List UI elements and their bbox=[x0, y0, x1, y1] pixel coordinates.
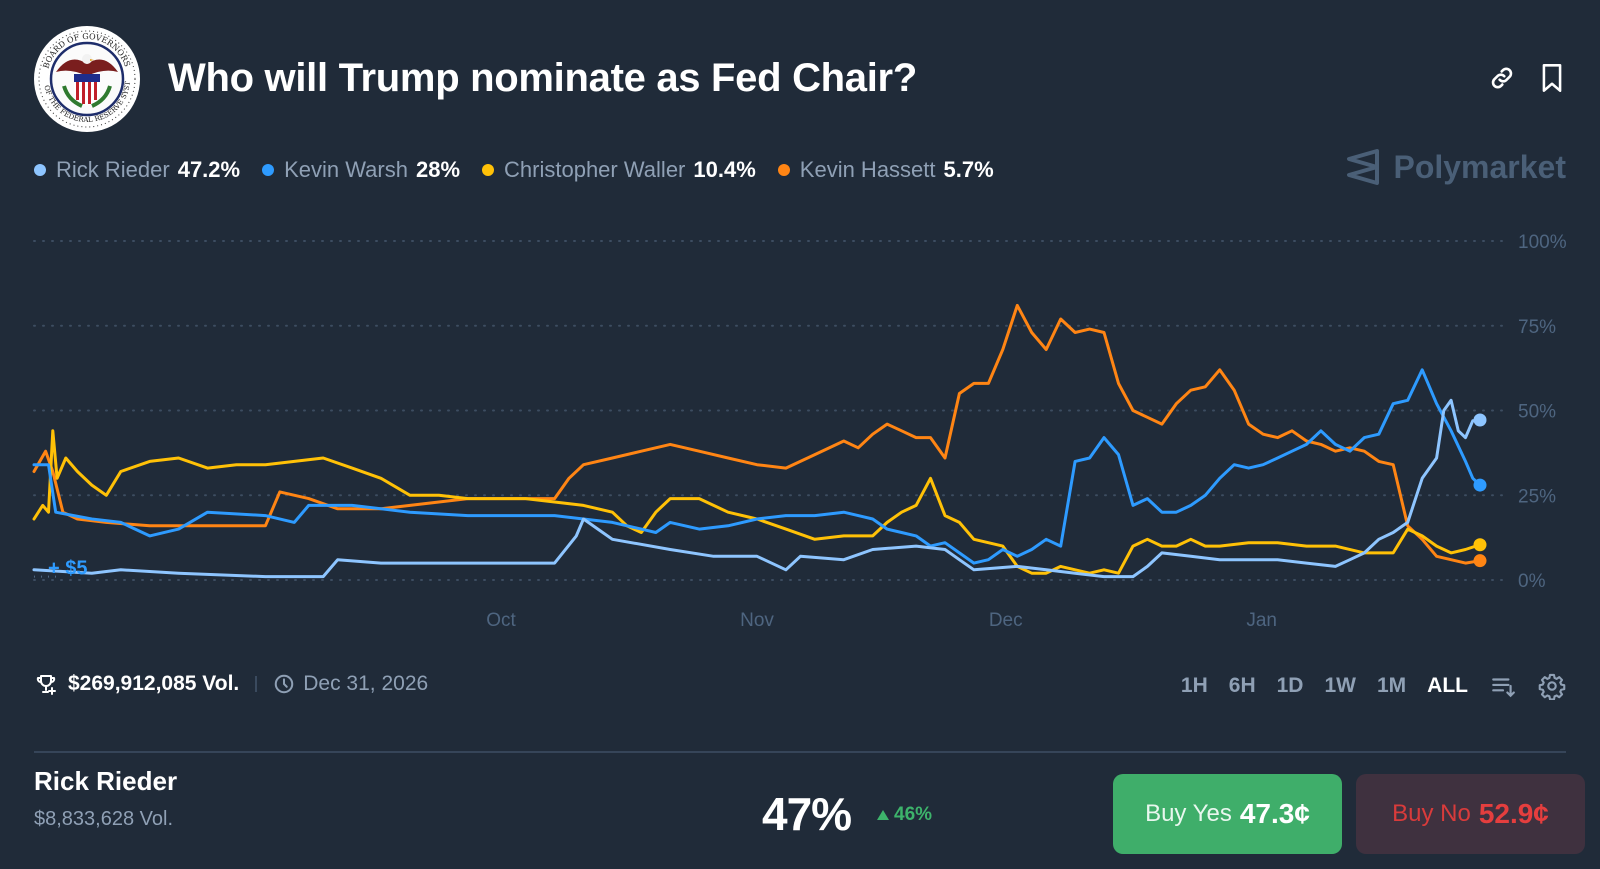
legend-name: Kevin Hassett bbox=[799, 157, 936, 182]
trophy-icon bbox=[36, 675, 56, 695]
legend-name: Rick Rieder bbox=[56, 157, 170, 182]
series-line-kevin-hassett bbox=[32, 303, 1482, 565]
link-icon[interactable] bbox=[1488, 62, 1516, 94]
legend-item[interactable]: Rick Rieder 47.2% bbox=[34, 157, 240, 183]
legend-dot-icon bbox=[482, 164, 495, 176]
outcome-volume: $8,833,628 Vol. bbox=[34, 808, 174, 830]
series-line-rick-rieder bbox=[32, 398, 1482, 579]
legend-value: 28% bbox=[415, 157, 461, 182]
polymarket-logo-icon bbox=[1347, 149, 1380, 185]
brand-name: Polymarket bbox=[1393, 148, 1566, 185]
legend-dot-icon bbox=[777, 164, 790, 176]
legend-name: Kevin Warsh bbox=[284, 157, 408, 182]
bookmark-icon[interactable] bbox=[1538, 62, 1566, 94]
buy-no-button[interactable]: Buy No 52.9¢ bbox=[1356, 774, 1585, 854]
x-tick-label: Jan bbox=[1246, 610, 1277, 631]
x-tick-label: Dec bbox=[989, 610, 1023, 631]
legend-dot-icon bbox=[34, 164, 46, 176]
legend-item[interactable]: Christopher Waller 10.4% bbox=[482, 157, 756, 183]
range-1h[interactable]: 1H bbox=[1180, 674, 1208, 697]
range-1w[interactable]: 1W bbox=[1324, 674, 1356, 697]
buy-yes-button[interactable]: Buy Yes 47.3¢ bbox=[1113, 774, 1342, 854]
series-line-christopher-waller bbox=[32, 429, 1482, 575]
legend-dot-icon bbox=[262, 164, 275, 176]
buy-no-label: Buy No bbox=[1392, 800, 1471, 827]
polymarket-brand: Polymarket bbox=[1345, 148, 1566, 186]
legend-value: 47.2% bbox=[177, 157, 241, 182]
outcome-name[interactable]: Rick Rieder bbox=[34, 766, 178, 796]
legend-item[interactable]: Kevin Hassett 5.7% bbox=[777, 157, 994, 183]
annotation-label: + $5 bbox=[48, 558, 87, 580]
time-range-selector: 1H 6H 1D 1W 1M ALL bbox=[1160, 672, 1566, 700]
outcome-change: 46% bbox=[877, 804, 932, 826]
price-history-chart[interactable]: 0% 25% 50% 75% 100% Oct Nov Dec Jan + $5 bbox=[0, 220, 1600, 640]
buy-yes-label: Buy Yes bbox=[1145, 800, 1232, 827]
up-arrow-icon bbox=[877, 810, 889, 820]
outcome-change-value: 46% bbox=[894, 804, 933, 825]
y-tick-label: 100% bbox=[1518, 232, 1567, 253]
legend-value: 10.4% bbox=[693, 157, 756, 182]
chart-legend: Rick Rieder 47.2% Kevin Warsh 28% Christophe… bbox=[34, 157, 1016, 183]
federal-reserve-seal-icon: BOARD OF GOVERNORS OF THE FEDERAL RESERV… bbox=[34, 26, 140, 132]
end-date: Dec 31, 2026 bbox=[303, 672, 429, 695]
series-endpoint-rick-rieder bbox=[1473, 413, 1487, 427]
range-all[interactable]: ALL bbox=[1427, 674, 1468, 697]
y-tick-label: 0% bbox=[1518, 571, 1546, 592]
buy-yes-price: 47.3¢ bbox=[1239, 798, 1310, 829]
range-6h[interactable]: 6H bbox=[1228, 674, 1256, 697]
sort-list-icon[interactable] bbox=[1490, 673, 1516, 699]
series-endpoint-kevin-hassett bbox=[1473, 554, 1487, 568]
market-meta: $269,912,085 Vol. Dec 31, 2026 bbox=[34, 672, 428, 696]
market-title: Who will Trump nominate as Fed Chair? bbox=[168, 56, 917, 100]
legend-name: Christopher Waller bbox=[504, 157, 686, 182]
gear-icon[interactable] bbox=[1538, 672, 1566, 700]
range-1m[interactable]: 1M bbox=[1376, 674, 1407, 697]
clock-icon bbox=[274, 674, 294, 694]
legend-value: 5.7% bbox=[943, 157, 994, 182]
x-tick-label: Nov bbox=[740, 610, 774, 631]
outcome-chance: 47% bbox=[762, 788, 852, 840]
y-tick-label: 25% bbox=[1518, 486, 1556, 507]
series-line-kevin-warsh bbox=[32, 368, 1482, 565]
legend-item[interactable]: Kevin Warsh 28% bbox=[262, 157, 460, 183]
range-1d[interactable]: 1D bbox=[1276, 674, 1304, 697]
buy-no-price: 52.9¢ bbox=[1478, 798, 1549, 829]
series-endpoint-kevin-warsh bbox=[1473, 478, 1487, 492]
meta-divider bbox=[255, 676, 258, 692]
market-header: BOARD OF GOVERNORS OF THE FEDERAL RESERV… bbox=[34, 26, 1566, 132]
series-endpoint-christopher-waller bbox=[1473, 538, 1487, 552]
y-tick-label: 75% bbox=[1518, 317, 1556, 338]
x-tick-label: Oct bbox=[486, 610, 516, 631]
y-tick-label: 50% bbox=[1518, 402, 1556, 423]
total-volume: $269,912,085 Vol. bbox=[68, 672, 240, 695]
section-divider bbox=[34, 751, 1566, 753]
